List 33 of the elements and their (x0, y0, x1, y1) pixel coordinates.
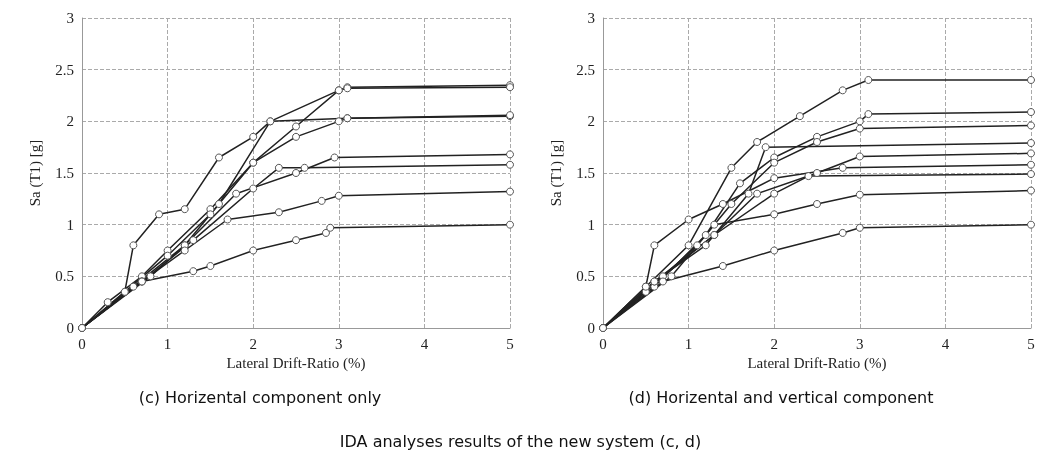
x-tick-label: 5 (1027, 335, 1035, 352)
y-tick-label: 3 (587, 10, 595, 26)
x-axis-title: Lateral Drift-Ratio (%) (226, 355, 366, 373)
text: (c) Horizental component only (138, 387, 382, 407)
y-tick-label: 1 (66, 216, 74, 233)
x-tick-label: 4 (420, 335, 429, 352)
y-tick-label: 2.5 (55, 61, 74, 78)
x-tick-label: 5 (506, 335, 514, 352)
x-tick-label: 2 (249, 335, 257, 352)
x-tick-label: 1 (163, 335, 172, 352)
y-tick-label: 0 (587, 320, 595, 336)
y-axis-title: Sa (T1) [g] (547, 139, 565, 207)
x-tick-label: 0 (78, 335, 86, 352)
y-tick-label: 3 (66, 10, 74, 26)
y-tick-label: 2.5 (576, 61, 595, 78)
x-tick-label: 1 (684, 335, 693, 352)
y-tick-label: 1.5 (576, 165, 595, 181)
x-tick-label: 0 (599, 335, 607, 352)
x-tick-label: 3 (335, 335, 343, 352)
y-tick-label: 1 (587, 216, 595, 233)
x-axis-title: Lateral Drift-Ratio (%) (747, 355, 887, 373)
x-tick-label: 4 (941, 335, 950, 352)
y-tick-label: 0 (66, 320, 74, 336)
text: (d) Horizental and vertical component (628, 387, 934, 407)
x-tick-label: 2 (770, 335, 778, 352)
y-tick-label: 0.5 (55, 268, 74, 285)
y-tick-label: 1.5 (55, 165, 74, 181)
y-tick-label: 0.5 (576, 268, 595, 285)
y-tick-label: 2 (66, 113, 74, 130)
y-axis-title: Sa (T1) [g] (26, 139, 44, 207)
x-tick-label: 3 (856, 335, 864, 352)
text: IDA analyses results of the new system (c, d) (338, 432, 703, 451)
y-tick-label: 2 (587, 113, 595, 130)
